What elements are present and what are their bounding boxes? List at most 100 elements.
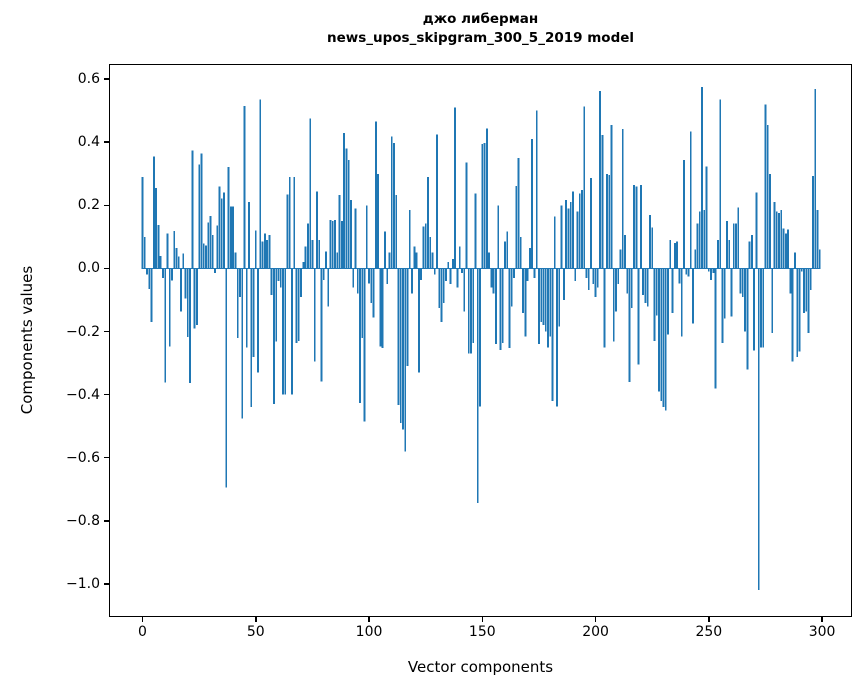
bar	[427, 176, 429, 269]
bar	[775, 211, 778, 269]
bar	[397, 268, 400, 406]
bar	[746, 268, 749, 370]
bar	[646, 268, 649, 307]
bar	[814, 89, 817, 269]
bar	[239, 268, 241, 297]
bar	[769, 173, 771, 269]
bar	[757, 268, 760, 591]
x-tick-mark	[254, 617, 257, 622]
bar	[809, 268, 812, 290]
bar	[207, 222, 210, 269]
bar	[481, 144, 484, 269]
bar	[551, 268, 554, 401]
bar	[683, 159, 685, 269]
bar	[148, 268, 151, 290]
bar	[723, 268, 726, 319]
x-tick-mark	[821, 617, 823, 622]
bar	[302, 262, 305, 269]
x-tick-label: 150	[468, 624, 496, 640]
bar	[270, 268, 273, 296]
bar	[200, 153, 203, 269]
bar	[748, 241, 751, 269]
bar	[581, 189, 583, 269]
bar	[250, 268, 253, 408]
bar	[572, 191, 574, 269]
bar	[168, 268, 171, 347]
bar	[780, 210, 783, 269]
bar	[370, 268, 373, 304]
bar	[220, 198, 223, 269]
bar	[431, 252, 434, 269]
bar	[325, 251, 327, 269]
bar	[275, 268, 278, 342]
bar	[406, 268, 409, 367]
y-tick-label: 0.0	[77, 260, 100, 277]
bar	[399, 268, 402, 423]
bar	[436, 134, 438, 269]
y-tick-label: −0.4	[66, 386, 100, 403]
bar	[259, 99, 262, 269]
bar	[528, 248, 531, 269]
bar	[143, 236, 146, 269]
bar	[252, 268, 255, 357]
bar	[279, 268, 282, 288]
bar	[728, 240, 731, 269]
bar	[562, 268, 565, 300]
bar	[488, 252, 491, 269]
bar	[306, 223, 309, 269]
bar	[798, 268, 801, 352]
bar	[712, 268, 715, 274]
bar	[218, 186, 221, 269]
y-tick-label: −0.8	[66, 512, 100, 529]
bar	[744, 268, 746, 332]
bar	[696, 223, 699, 269]
y-tick-label: 0.4	[77, 134, 100, 151]
bar	[313, 268, 316, 362]
bar	[698, 211, 701, 269]
y-tick-mark	[104, 393, 109, 396]
bar	[236, 268, 239, 338]
bar	[703, 210, 706, 269]
bar	[635, 186, 638, 269]
bar	[390, 136, 393, 269]
bar	[540, 268, 543, 323]
x-tick-mark	[481, 617, 484, 622]
bar	[474, 193, 477, 269]
bar	[794, 252, 796, 269]
bar	[719, 99, 722, 269]
bar	[216, 225, 219, 269]
bar	[667, 268, 669, 335]
bar	[225, 268, 228, 488]
bar	[499, 268, 502, 350]
bar	[492, 268, 495, 294]
bar	[513, 268, 515, 278]
bar	[470, 268, 472, 354]
plot-area	[109, 64, 852, 617]
bar	[585, 268, 588, 278]
bar	[345, 148, 348, 269]
bar	[678, 268, 681, 284]
bar	[753, 268, 756, 351]
bar	[519, 236, 522, 269]
bar	[739, 268, 742, 294]
bar	[150, 268, 153, 323]
bar	[669, 240, 672, 269]
bar	[433, 268, 436, 275]
bar	[458, 246, 461, 269]
bar	[553, 216, 556, 269]
bar	[205, 245, 207, 269]
bar	[311, 240, 314, 269]
bar	[764, 104, 767, 269]
bar	[209, 216, 212, 269]
bar	[277, 268, 280, 282]
bar	[658, 268, 660, 392]
bar	[211, 234, 214, 269]
bar-series-svg	[141, 87, 821, 591]
bar	[286, 194, 289, 269]
bar	[175, 247, 178, 269]
bar	[420, 268, 423, 280]
bar	[599, 91, 602, 269]
bar	[637, 268, 640, 365]
bar	[791, 268, 794, 362]
